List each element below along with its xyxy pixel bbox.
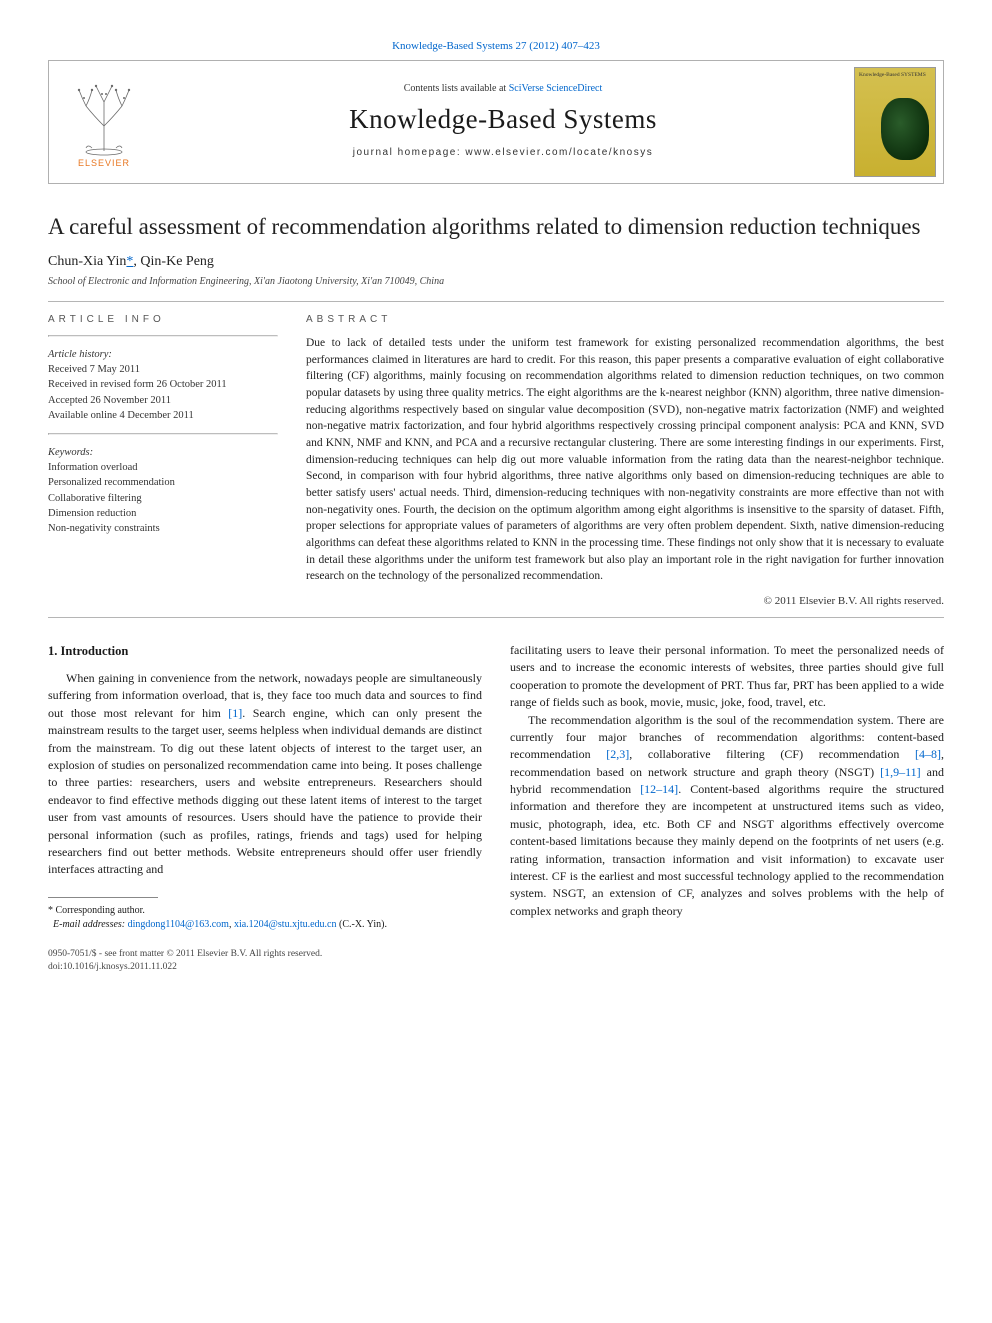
para-text: , collaborative filtering (CF) recommend… (629, 747, 915, 761)
affiliation: School of Electronic and Information Eng… (48, 276, 944, 287)
footnote-rule (48, 897, 158, 898)
doi-line: doi:10.1016/j.knosys.2011.11.022 (48, 961, 944, 974)
cover-thumb-block: Knowledge-Based SYSTEMS (847, 61, 943, 183)
rule-mid (48, 617, 944, 618)
publisher-name: ELSEVIER (78, 158, 130, 168)
keyword-item: Dimension reduction (48, 506, 278, 521)
keyword-item: Personalized recommendation (48, 475, 278, 490)
corresponding-footnote: * Corresponding author. E-mail addresses… (48, 904, 482, 932)
elsevier-tree-icon (64, 76, 144, 156)
footnote-name: (C.-X. Yin). (339, 919, 387, 930)
article-info-column: article info Article history: Received 7… (48, 314, 278, 607)
ref-link[interactable]: [1,9–11] (880, 765, 921, 779)
para-text: . Content-based algorithms require the s… (510, 782, 944, 918)
sciencedirect-link[interactable]: SciVerse ScienceDirect (509, 83, 603, 94)
keyword-item: Information overload (48, 460, 278, 475)
author-1: Chun-Xia Yin (48, 254, 126, 269)
abstract-copyright: © 2011 Elsevier B.V. All rights reserved… (306, 595, 944, 607)
abstract-heading: abstract (306, 314, 944, 325)
keyword-item: Collaborative filtering (48, 491, 278, 506)
body-two-column: 1. Introduction When gaining in convenie… (48, 642, 944, 932)
body-right-column: facilitating users to leave their person… (510, 642, 944, 932)
body-para: facilitating users to leave their person… (510, 642, 944, 712)
history-revised: Received in revised form 26 October 2011 (48, 377, 278, 392)
author-rest: , Qin-Ke Peng (133, 254, 214, 269)
info-rule-2 (48, 433, 278, 435)
section-title: Introduction (61, 644, 129, 658)
header-middle: Contents lists available at SciVerse Sci… (159, 61, 847, 183)
contents-available-line: Contents lists available at SciVerse Sci… (167, 83, 839, 94)
publisher-logo-block: ELSEVIER (49, 61, 159, 183)
journal-header: ELSEVIER Contents lists available at Sci… (48, 60, 944, 184)
article-info-heading: article info (48, 314, 278, 325)
abstract-text: Due to lack of detailed tests under the … (306, 335, 944, 585)
article-title: A careful assessment of recommendation a… (48, 212, 944, 242)
cover-art-icon (881, 98, 929, 160)
top-citation-link[interactable]: Knowledge-Based Systems 27 (2012) 407–42… (392, 40, 600, 52)
bottom-meta: 0950-7051/$ - see front matter © 2011 El… (48, 948, 944, 975)
section-1-heading: 1. Introduction (48, 642, 482, 660)
keyword-item: Non-negativity constraints (48, 521, 278, 536)
keywords-block: Keywords: Information overload Personali… (48, 445, 278, 536)
article-history: Article history: Received 7 May 2011 Rec… (48, 347, 278, 423)
journal-cover-icon: Knowledge-Based SYSTEMS (854, 67, 936, 177)
section-number: 1. (48, 644, 57, 658)
info-abstract-row: article info Article history: Received 7… (48, 314, 944, 607)
ref-link[interactable]: [4–8] (915, 747, 941, 761)
cover-title-small: Knowledge-Based SYSTEMS (859, 72, 931, 78)
journal-homepage: journal homepage: www.elsevier.com/locat… (167, 147, 839, 158)
history-online: Available online 4 December 2011 (48, 408, 278, 423)
ref-link[interactable]: [12–14] (640, 782, 678, 796)
email-label: E-mail addresses: (53, 919, 125, 930)
page-root: Knowledge-Based Systems 27 (2012) 407–42… (0, 0, 992, 1004)
history-received: Received 7 May 2011 (48, 362, 278, 377)
para-text: . Search engine, which can only present … (48, 706, 482, 877)
body-left-column: 1. Introduction When gaining in convenie… (48, 642, 482, 932)
issn-line: 0950-7051/$ - see front matter © 2011 El… (48, 948, 944, 961)
email-link-2[interactable]: xia.1204@stu.xjtu.edu.cn (234, 919, 337, 930)
ref-link[interactable]: [1] (228, 706, 242, 720)
footnote-marker: * (48, 905, 53, 916)
history-label: Article history: (48, 347, 278, 362)
body-para: When gaining in convenience from the net… (48, 670, 482, 879)
email-link-1[interactable]: dingdong1104@163.com (128, 919, 229, 930)
history-accepted: Accepted 26 November 2011 (48, 393, 278, 408)
top-citation: Knowledge-Based Systems 27 (2012) 407–42… (48, 40, 944, 52)
abstract-column: abstract Due to lack of detailed tests u… (306, 314, 944, 607)
keywords-label: Keywords: (48, 445, 278, 460)
rule-top (48, 301, 944, 302)
body-para: The recommendation algorithm is the soul… (510, 712, 944, 921)
footnote-label: Corresponding author. (56, 905, 145, 916)
ref-link[interactable]: [2,3] (606, 747, 629, 761)
journal-title: Knowledge-Based Systems (167, 104, 839, 135)
info-rule-1 (48, 335, 278, 337)
contents-prefix: Contents lists available at (404, 83, 509, 94)
authors-line: Chun-Xia Yin*, Qin-Ke Peng (48, 254, 944, 270)
